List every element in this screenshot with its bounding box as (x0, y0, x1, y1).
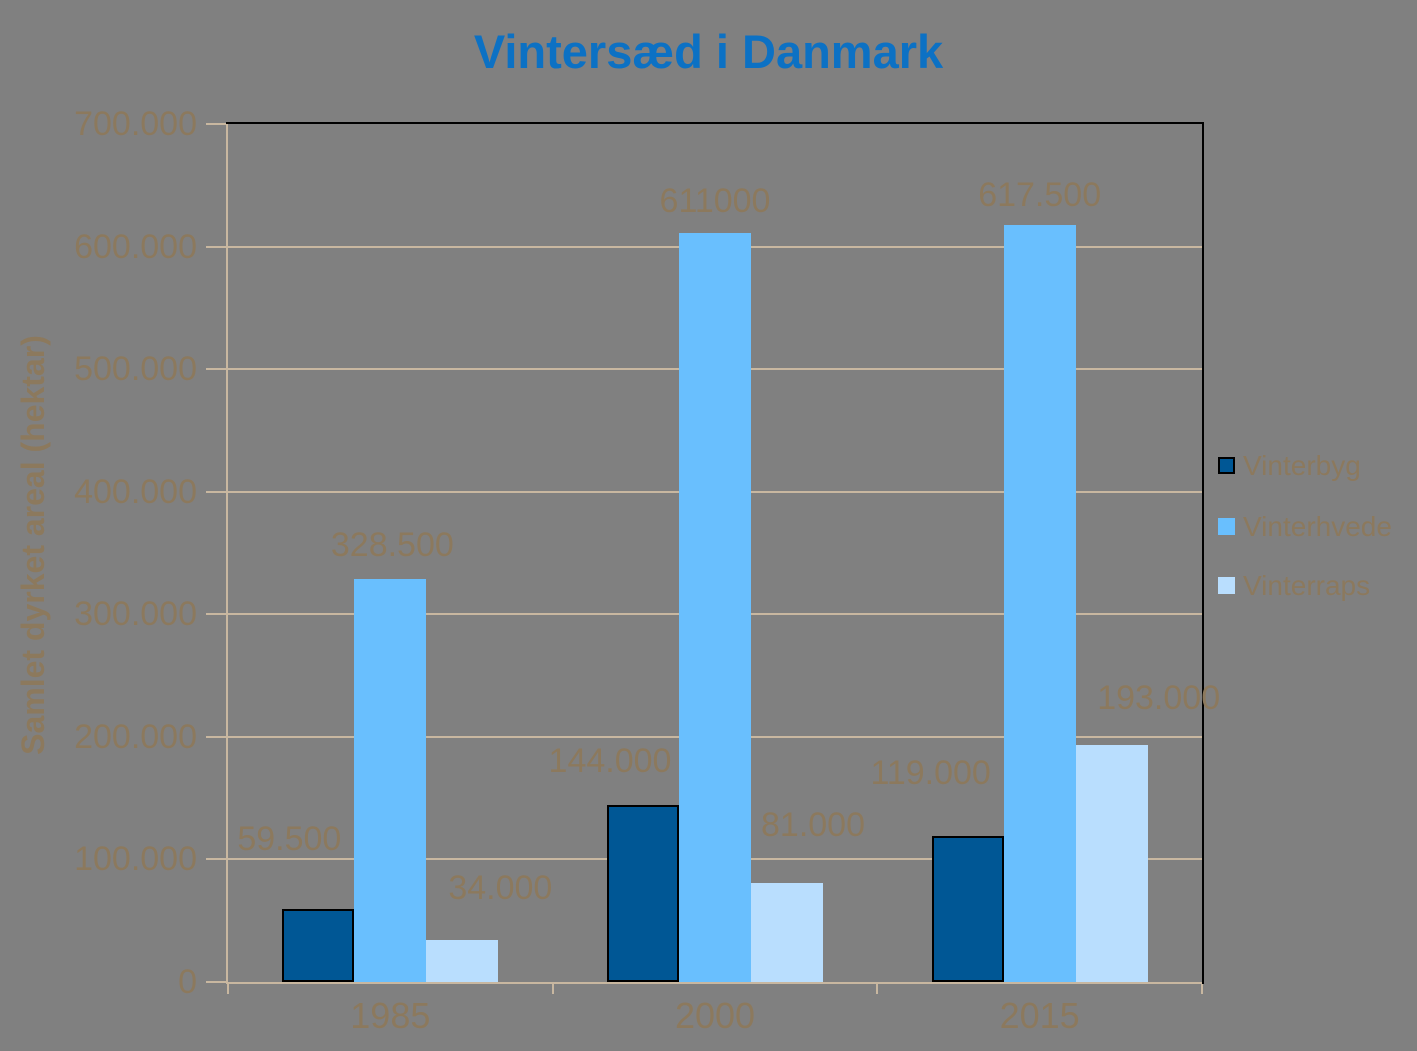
legend-label-vinterbyg: Vinterbyg (1243, 450, 1361, 481)
bar-value-label: 81.000 (761, 805, 865, 844)
y-tick-label: 0 (178, 963, 197, 1001)
legend-label-vinterhvede: Vinterhvede (1243, 511, 1392, 542)
y-axis-tick (206, 858, 228, 861)
bar-value-label: 328.500 (330, 526, 454, 565)
y-axis-title: Samlet dyrket areal (hektar) (15, 335, 51, 755)
bar-vinterraps-1985 (426, 940, 499, 982)
y-axis-tick (206, 735, 228, 738)
plot-border-top (226, 122, 1204, 124)
bar-vinterbyg-1985 (282, 909, 355, 982)
chart-title: Vintersæd i Danmark (473, 25, 944, 78)
y-tick-label: 500.000 (74, 350, 197, 389)
bar-vinterraps-2015 (1075, 745, 1148, 982)
bar-value-label: 611000 (659, 182, 771, 221)
y-axis-tick (206, 490, 228, 493)
plot-border-right (1202, 122, 1204, 984)
legend-label-vinterraps: Vinterraps (1243, 570, 1371, 601)
y-axis-tick (206, 613, 228, 616)
bar-vinterbyg-2015 (931, 836, 1004, 982)
bar-value-label: 34.000 (448, 869, 553, 908)
y-axis-line (226, 124, 228, 984)
bar-value-label: 193.000 (1097, 679, 1221, 718)
y-tick-label: 600.000 (74, 227, 197, 266)
bar-value-label: 617.500 (978, 176, 1102, 215)
y-tick-label: 200.000 (74, 717, 197, 756)
bar-value-label: 119.000 (870, 754, 991, 793)
x-category-label: 2000 (674, 995, 756, 1036)
y-tick-label: 400.000 (74, 472, 197, 511)
x-category-label: 2015 (999, 995, 1080, 1036)
x-axis-tick (227, 984, 229, 994)
y-tick-label: 100.000 (74, 840, 197, 879)
x-category-label: 1985 (350, 995, 431, 1036)
x-axis-tick (1201, 984, 1203, 994)
y-axis-tick (206, 245, 228, 248)
bar-vinterraps-2000 (751, 882, 823, 982)
bar-vinterhvede-1985 (354, 579, 427, 982)
bar-vinterhvede-2000 (679, 233, 751, 982)
y-tick-label: 700.000 (74, 105, 197, 143)
x-axis-line (226, 982, 1202, 984)
bar-value-label: 144.000 (548, 742, 672, 781)
y-axis-tick (206, 123, 228, 125)
y-axis-tick (206, 981, 228, 983)
bar-value-label: 59.500 (237, 820, 342, 859)
x-axis-tick (876, 984, 879, 994)
bar-vinterhvede-2015 (1003, 225, 1076, 982)
legend-marker-vinterraps (1218, 577, 1235, 594)
legend-marker-vinterbyg (1218, 457, 1235, 474)
x-axis-tick (551, 984, 554, 994)
y-tick-label: 300.000 (74, 595, 197, 634)
y-axis-tick (206, 368, 228, 371)
bar-vinterbyg-2000 (607, 805, 679, 982)
legend-marker-vinterhvede (1218, 518, 1235, 535)
